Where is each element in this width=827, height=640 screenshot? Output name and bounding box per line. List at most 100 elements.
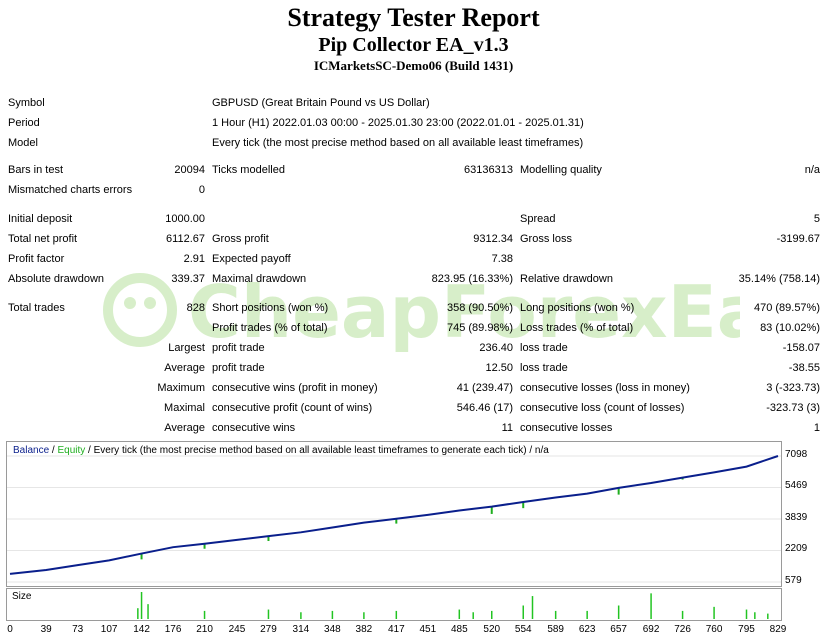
- deposit-label: Initial deposit: [8, 213, 73, 225]
- average2-label: Average: [164, 422, 205, 434]
- quality-value: n/a: [804, 164, 820, 176]
- symbol-value: GBPUSD (Great Britain Pound vs US Dollar…: [212, 97, 430, 109]
- balance-chart-plot: [7, 455, 781, 583]
- legend-separator: /: [49, 445, 58, 456]
- x-tick-label: 829: [769, 624, 787, 635]
- balance-chart: Balance / Equity / Every tick (the most …: [6, 441, 782, 587]
- y-tick-label: 579: [785, 575, 802, 586]
- x-tick-label: 245: [228, 624, 246, 635]
- avg-loss-label: loss trade: [520, 362, 568, 374]
- avg-profit-value: 12.50: [485, 362, 513, 374]
- x-tick-label: 314: [292, 624, 310, 635]
- max-losses-value: 3 (-323.73): [766, 382, 820, 394]
- long-label: Long positions (won %): [520, 302, 635, 314]
- legend-equity: Equity: [57, 445, 86, 456]
- mismatch-label: Mismatched charts errors: [8, 184, 133, 196]
- chart-header: Balance / Equity / Every tick (the most …: [13, 445, 549, 456]
- x-tick-label: 210: [196, 624, 213, 635]
- legend-balance: Balance: [13, 445, 50, 456]
- max-wins-value: 41 (239.47): [456, 382, 513, 394]
- long-value: 470 (89.57%): [753, 302, 820, 314]
- period-value: 1 Hour (H1) 2022.01.03 00:00 - 2025.01.3…: [212, 117, 584, 129]
- x-tick-label: 73: [72, 624, 84, 635]
- largest-profit-value: 236.40: [479, 342, 513, 354]
- grossprofit-value: 9312.34: [473, 233, 513, 245]
- ea-name: Pip Collector EA_v1.3: [318, 34, 509, 56]
- largest-loss-value: -158.07: [782, 342, 820, 354]
- x-tick-label: 520: [483, 624, 501, 635]
- x-tick-label: 657: [610, 624, 627, 635]
- maximal-profit-value: 546.46 (17): [456, 402, 513, 414]
- maxdd-label: Maximal drawdown: [212, 273, 307, 285]
- x-tick-label: 795: [738, 624, 755, 635]
- x-tick-label: 382: [355, 624, 373, 635]
- x-tick-label: 554: [514, 624, 532, 635]
- avg-loss-value: -38.55: [788, 362, 820, 374]
- size-panel: Size: [6, 588, 782, 621]
- x-tick-label: 39: [40, 624, 52, 635]
- avg-losses-value: 1: [813, 422, 820, 434]
- y-tick-label: 7098: [785, 449, 808, 460]
- x-tick-label: 176: [164, 624, 182, 635]
- x-tick-label: 726: [674, 624, 691, 635]
- x-tick-label: 485: [450, 624, 468, 635]
- bars-value: 20094: [174, 164, 205, 176]
- avg-profit-label: profit trade: [212, 362, 265, 374]
- x-tick-label: 279: [260, 624, 277, 635]
- payoff-value: 7.38: [491, 253, 513, 265]
- pf-value: 2.91: [183, 253, 205, 265]
- reldd-label: Relative drawdown: [520, 273, 613, 285]
- absdd-label: Absolute drawdown: [8, 273, 105, 285]
- trades-label: Total trades: [8, 302, 65, 314]
- x-tick-label: 692: [642, 624, 660, 635]
- y-tick-label: 5469: [785, 480, 808, 492]
- largest-loss-label: loss trade: [520, 342, 568, 354]
- spread-value: 5: [813, 213, 820, 225]
- max-wins-label: consecutive wins (profit in money): [212, 382, 378, 394]
- model-value: Every tick (the most precise method base…: [212, 137, 584, 149]
- mismatch-value: 0: [198, 184, 205, 196]
- y-tick-label: 2209: [785, 543, 808, 555]
- maxdd-value: 823.95 (16.33%): [431, 273, 513, 285]
- netprofit-value: 6112.67: [166, 233, 205, 245]
- model-label: Model: [8, 137, 38, 149]
- maximal-loss-label: consecutive loss (count of losses): [520, 402, 685, 414]
- x-tick-label: 623: [578, 624, 596, 635]
- payoff-label: Expected payoff: [212, 253, 291, 265]
- x-tick-label: 760: [705, 624, 723, 635]
- x-tick-label: 0: [7, 624, 13, 635]
- ticks-label: Ticks modelled: [212, 164, 285, 176]
- grossloss-label: Gross loss: [520, 233, 572, 245]
- maximum-label: Maximum: [157, 382, 205, 394]
- x-tick-label: 107: [100, 624, 118, 635]
- maximal-label: Maximal: [164, 402, 205, 414]
- balance-line: [9, 455, 779, 575]
- x-tick-label: 451: [419, 624, 437, 635]
- deposit-value: 1000.00: [165, 213, 205, 225]
- report-title: Strategy Tester Report: [287, 3, 540, 32]
- avg-wins-label: consecutive wins: [212, 422, 296, 434]
- max-losses-label: consecutive losses (loss in money): [520, 382, 690, 394]
- y-tick-label: 3839: [785, 511, 808, 523]
- avg-wins-value: 11: [501, 422, 513, 434]
- largest-profit-label: profit trade: [212, 342, 265, 354]
- absdd-value: 339.37: [171, 273, 205, 285]
- losstrades-label: Loss trades (% of total): [520, 322, 634, 334]
- symbol-label: Symbol: [8, 97, 45, 109]
- bars-label: Bars in test: [8, 164, 64, 176]
- short-value: 358 (90.50%): [446, 302, 513, 314]
- chart-description: / Every tick (the most precise method ba…: [85, 445, 549, 456]
- maximal-profit-label: consecutive profit (count of wins): [212, 402, 373, 414]
- grossprofit-label: Gross profit: [212, 233, 269, 245]
- losstrades-value: 83 (10.02%): [760, 322, 820, 334]
- x-tick-label: 589: [547, 624, 564, 635]
- grossloss-value: -3199.67: [776, 233, 820, 245]
- average-label: Average: [164, 362, 205, 374]
- netprofit-label: Total net profit: [8, 233, 78, 245]
- reldd-value: 35.14% (758.14): [738, 273, 820, 285]
- size-label: Size: [12, 591, 32, 602]
- largest-label: Largest: [168, 342, 205, 354]
- pf-label: Profit factor: [8, 253, 65, 265]
- ticks-value: 63136313: [464, 164, 513, 176]
- server-info: ICMarketsSC-Demo06 (Build 1431): [313, 58, 514, 73]
